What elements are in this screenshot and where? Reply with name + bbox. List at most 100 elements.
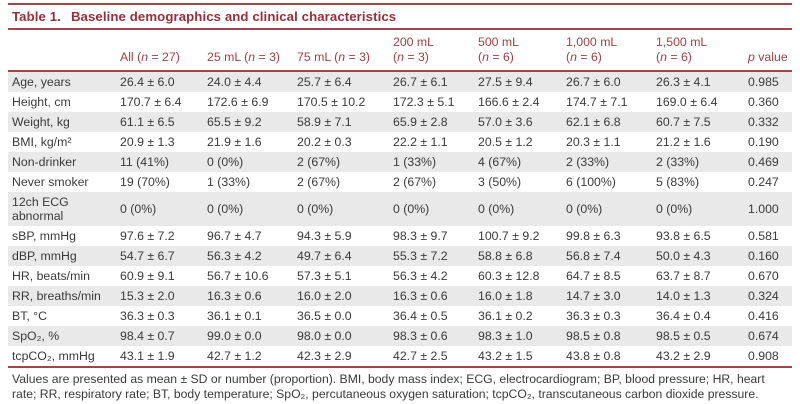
data-cell: 36.4 ± 0.5: [393, 309, 448, 323]
table-footnote: Values are presented as mean ± SD or num…: [12, 372, 765, 401]
table-row: HR, beats/min 60.9 ± 9.1 56.7 ± 10.6 57.3 ±…: [8, 266, 792, 286]
row-label: sBP, mmHg: [12, 229, 77, 243]
column-header: 500 mL (n = 6): [478, 30, 566, 72]
data-cell: 14.7 ± 3.0: [566, 289, 621, 303]
data-cell: 2 (33%): [656, 155, 700, 169]
data-cell: 99.8 ± 6.3: [566, 229, 621, 243]
data-cell: 15.3 ± 2.0: [120, 289, 175, 303]
data-cell: 1 (33%): [393, 155, 437, 169]
row-label: RR, breaths/min: [12, 289, 101, 303]
data-cell: 36.3 ± 0.3: [566, 309, 621, 323]
row-label: SpO₂, %: [12, 329, 60, 343]
data-cell: 0 (0%): [656, 202, 693, 216]
data-cell: 42.7 ± 2.5: [393, 349, 448, 363]
data-cell: 14.0 ± 1.3: [656, 289, 711, 303]
data-cell: 60.3 ± 12.8: [478, 269, 540, 283]
data-cell: 0 (0%): [566, 202, 603, 216]
data-cell: 96.7 ± 4.7: [207, 229, 262, 243]
data-cell: 2 (67%): [393, 175, 437, 189]
data-cell: 20.3 ± 1.1: [566, 135, 621, 149]
data-cell: 60.7 ± 7.5: [656, 115, 711, 129]
data-cell: 24.0 ± 4.4: [207, 75, 262, 89]
data-cell: 26.3 ± 4.1: [656, 75, 711, 89]
data-cell: 6 (100%): [566, 175, 616, 189]
data-cell: 3 (50%): [478, 175, 522, 189]
data-cell: 97.6 ± 7.2: [120, 229, 175, 243]
title-rule: [8, 28, 792, 30]
data-cell: 172.6 ± 6.9: [207, 95, 269, 109]
data-cell: 56.8 ± 7.4: [566, 249, 621, 263]
table-row: SpO₂, % 98.4 ± 0.7 99.0 ± 0.0 98.0 ± 0.0 98.…: [8, 326, 792, 346]
data-cell: 98.3 ± 9.7: [393, 229, 448, 243]
row-label: HR, beats/min: [12, 269, 90, 283]
p-value-cell: 0.908: [748, 349, 779, 363]
data-cell: 21.2 ± 1.6: [656, 135, 711, 149]
data-cell: 36.3 ± 0.3: [120, 309, 175, 323]
p-value-cell: 0.190: [748, 135, 779, 149]
data-cell: 36.1 ± 0.2: [478, 309, 533, 323]
data-cell: 42.3 ± 2.9: [297, 349, 352, 363]
table-row: BMI, kg/m² 20.9 ± 1.3 21.9 ± 1.6 20.2 ± 0.3…: [8, 132, 792, 152]
p-value-cell: 0.416: [748, 309, 779, 323]
data-cell: 166.6 ± 2.4: [478, 95, 540, 109]
data-cell: 54.7 ± 6.7: [120, 249, 175, 263]
data-cell: 50.0 ± 4.3: [656, 249, 711, 263]
data-cell: 20.2 ± 0.3: [297, 135, 352, 149]
column-header: 75 mL (n = 3): [297, 30, 393, 72]
table-number: Table 1.: [12, 9, 61, 24]
data-cell: 26.7 ± 6.1: [393, 75, 448, 89]
data-cell: 11 (41%): [120, 155, 169, 169]
data-cell: 43.2 ± 2.9: [656, 349, 711, 363]
data-cell: 0 (0%): [478, 202, 515, 216]
table-row: dBP, mmHg 54.7 ± 6.7 56.3 ± 4.2 49.7 ± 6.4 5…: [8, 246, 792, 266]
data-cell: 65.9 ± 2.8: [393, 115, 448, 129]
data-cell: 20.9 ± 1.3: [120, 135, 175, 149]
row-label: 12ch ECG abnormal: [12, 195, 69, 223]
p-value-cell: 0.469: [748, 155, 779, 169]
table-caption: Baseline demographics and clinical chara…: [70, 9, 397, 24]
data-cell: 93.8 ± 6.5: [656, 229, 711, 243]
data-cell: 94.3 ± 5.9: [297, 229, 352, 243]
data-cell: 57.0 ± 3.6: [478, 115, 533, 129]
row-label: tcpCO₂, mmHg: [12, 349, 95, 363]
data-cell: 21.9 ± 1.6: [207, 135, 262, 149]
column-header: 1,500 mL (n = 6): [656, 30, 748, 72]
data-cell: 36.4 ± 0.4: [656, 309, 711, 323]
row-label: Never smoker: [12, 175, 89, 189]
row-label: BMI, kg/m²: [12, 135, 72, 149]
data-cell: 2 (67%): [297, 155, 341, 169]
data-cell: 57.3 ± 5.1: [297, 269, 352, 283]
table-row: Height, cm 170.7 ± 6.4 172.6 ± 6.9 170.5 ± …: [8, 92, 792, 112]
data-cell: 98.3 ± 1.0: [478, 329, 533, 343]
footnote-rule: [8, 366, 792, 368]
column-header: p value: [748, 30, 792, 72]
row-label-column-header: [8, 30, 120, 72]
data-cell: 100.7 ± 9.2: [478, 229, 540, 243]
data-cell: 42.7 ± 1.2: [207, 349, 262, 363]
data-cell: 16.3 ± 0.6: [207, 289, 262, 303]
p-value-cell: 0.670: [748, 269, 779, 283]
data-cell: 16.0 ± 2.0: [297, 289, 352, 303]
table-row: Weight, kg 61.1 ± 6.5 65.5 ± 9.2 58.9 ± 7.1…: [8, 112, 792, 132]
data-cell: 172.3 ± 5.1: [393, 95, 455, 109]
data-cell: 19 (70%): [120, 175, 170, 189]
data-cell: 49.7 ± 6.4: [297, 249, 352, 263]
top-rule: [8, 3, 792, 5]
data-cell: 1 (33%): [207, 175, 251, 189]
data-cell: 4 (67%): [478, 155, 522, 169]
data-cell: 36.5 ± 0.0: [297, 309, 352, 323]
data-cell: 98.5 ± 0.8: [566, 329, 621, 343]
column-header: 200 mL (n = 3): [393, 30, 478, 72]
data-cell: 25.7 ± 6.4: [297, 75, 352, 89]
p-value-cell: 0.247: [748, 175, 779, 189]
header-row: All (n = 27) 25 mL (n = 3) 75 mL (n = 3) 20…: [8, 30, 792, 72]
data-cell: 98.3 ± 0.6: [393, 329, 448, 343]
data-cell: 63.7 ± 8.7: [656, 269, 711, 283]
row-label: Age, years: [12, 75, 71, 89]
p-value-cell: 0.581: [748, 229, 779, 243]
row-label: Height, cm: [12, 95, 71, 109]
p-value-cell: 0.160: [748, 249, 779, 263]
row-label: dBP, mmHg: [12, 249, 77, 263]
p-value-cell: 0.324: [748, 289, 779, 303]
